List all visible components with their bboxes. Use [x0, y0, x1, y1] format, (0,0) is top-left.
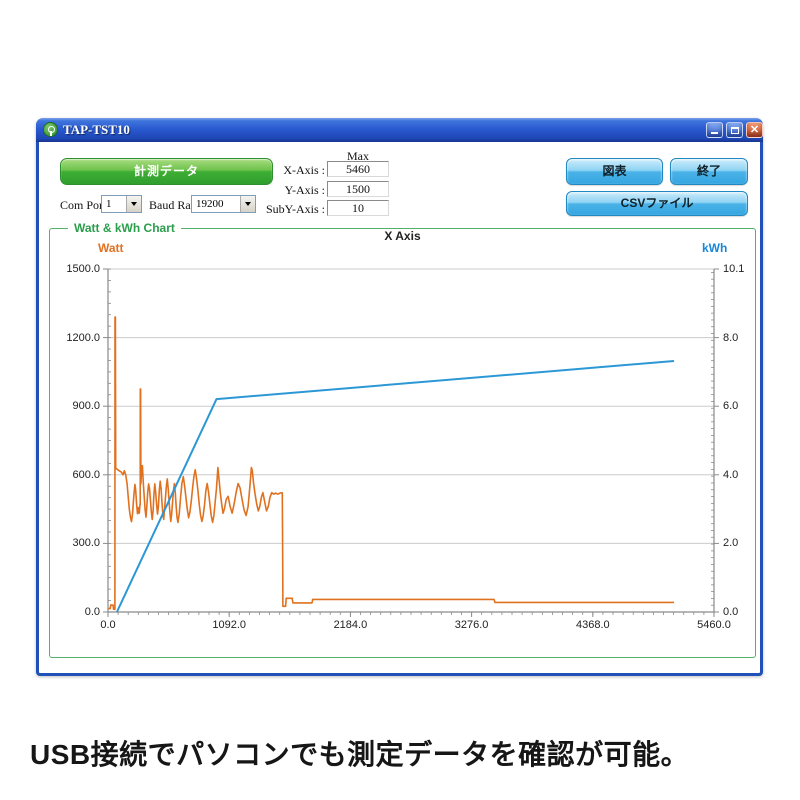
y-axis-max-input[interactable] — [327, 181, 389, 197]
y-right-tick-label: 0.0 — [723, 606, 739, 618]
chevron-down-icon[interactable] — [126, 196, 141, 212]
y-left-tick-label: 1200.0 — [66, 331, 100, 344]
x-axis-field-label: X-Axis : — [283, 163, 325, 177]
window-title: TAP-TST10 — [63, 122, 130, 137]
chart-button[interactable]: 図表 — [566, 158, 663, 185]
baud-rate-label: Baud Rate — [149, 198, 200, 212]
baud-rate-value: 19200 — [196, 198, 224, 210]
com-port-label: Com Port — [60, 198, 107, 212]
x-tick-label: 0.0 — [100, 619, 116, 631]
com-port-select[interactable]: 1 — [101, 195, 142, 213]
app-icon — [43, 122, 58, 137]
y-right-tick-label: 8.0 — [723, 331, 739, 344]
chart-plot — [103, 268, 719, 617]
max-header: Max — [347, 149, 369, 163]
baud-rate-select[interactable]: 19200 — [191, 195, 256, 213]
kwh-axis-label: kWh — [702, 241, 728, 255]
suby-axis-field-label: SubY-Axis : — [265, 202, 325, 216]
chevron-down-icon[interactable] — [240, 196, 255, 212]
x-tick-label: 4368.0 — [575, 619, 610, 631]
y-right-tick-label: 4.0 — [723, 468, 739, 481]
y-right-tick-label: 2.0 — [723, 537, 739, 550]
x-tick-label: 5460.0 — [697, 619, 731, 631]
exit-button[interactable]: 終了 — [670, 158, 748, 185]
title-bar[interactable]: TAP-TST10 ✕ — [36, 118, 763, 142]
y-left-tick-label: 900.0 — [72, 400, 100, 413]
y-axis-field-label: Y-Axis : — [284, 183, 325, 197]
x-tick-label: 1092.0 — [212, 619, 247, 631]
minimize-icon — [711, 132, 718, 134]
suby-axis-max-input[interactable] — [327, 200, 389, 216]
csv-file-button[interactable]: CSVファイル — [566, 191, 748, 216]
y-left-tick-label: 300.0 — [72, 537, 100, 550]
chart-area: Watt & kWh Chart Watt kWh X Axis 1500.0 1… — [49, 221, 756, 658]
measure-data-button[interactable]: 計測データ — [60, 158, 273, 185]
minimize-button[interactable] — [706, 122, 723, 138]
y-right-tick-label: 10.1 — [723, 263, 745, 275]
app-window: TAP-TST10 ✕ 計測データ Com Port 1 Baud Rate 1… — [36, 118, 763, 676]
watt-axis-label: Watt — [98, 241, 124, 255]
x-tick-label: 2184.0 — [333, 619, 368, 631]
y-left-tick-label: 0.0 — [84, 606, 100, 618]
x-tick-label: 3276.0 — [454, 619, 489, 631]
com-port-value: 1 — [106, 198, 112, 210]
chart-title: Watt & kWh Chart — [68, 221, 181, 235]
caption-text: USB接続でパソコンでも測定データを確認が可能。 — [30, 739, 690, 770]
maximize-icon — [731, 127, 739, 134]
x-axis-title: X Axis — [384, 229, 421, 243]
y-left-tick-label: 600.0 — [72, 468, 100, 481]
y-left-tick-label: 1500.0 — [66, 263, 100, 275]
maximize-button[interactable] — [726, 122, 743, 138]
y-right-tick-label: 6.0 — [723, 400, 739, 413]
close-button[interactable]: ✕ — [746, 122, 763, 138]
x-axis-max-input[interactable] — [327, 161, 389, 177]
